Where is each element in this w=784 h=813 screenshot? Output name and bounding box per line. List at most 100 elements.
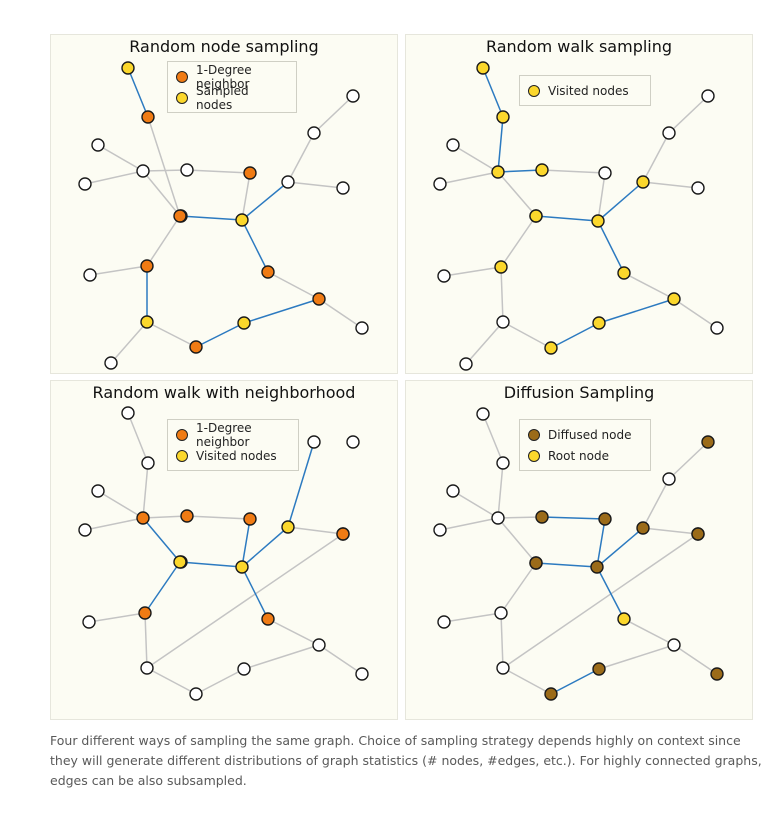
graph-edge [287,526,344,535]
sampled-edge [597,181,644,222]
neighbor-node [261,265,275,279]
sampled-edge [550,668,600,695]
graph-edge [267,618,320,646]
unsampled-node [141,456,155,470]
graph-edge [146,215,181,267]
graph-edge [465,321,504,365]
graph-edge [88,612,146,623]
legend-label: Diffused node [548,427,632,442]
diffused-node [598,512,612,526]
graph-edge [642,181,699,189]
sampled-node [529,209,543,223]
legend-swatch [176,428,188,441]
sampled-edge [597,220,625,274]
unsampled-node [180,163,194,177]
graph-edge [642,132,670,183]
legend-swatch [176,91,188,104]
unsampled-node [476,407,490,421]
nodes [78,406,369,701]
sampled-node [235,213,249,227]
graph-edge [541,169,606,174]
legend-swatch [528,449,540,462]
graph-edge [318,298,363,329]
sampled-node [237,316,251,330]
sampled-edge [144,561,181,614]
sampled-node [494,260,508,274]
unsampled-node [136,164,150,178]
sampled-node [544,341,558,355]
legend-swatch [528,428,540,441]
unsampled-node [189,687,203,701]
unsampled-node [459,357,473,371]
unsampled-node [237,662,251,676]
figure-caption: Four different ways of sampling the same… [50,733,762,788]
unsampled-node [691,181,705,195]
graph-edge [500,215,537,268]
graph-canvas [433,407,724,701]
neighbor-node [312,292,326,306]
graph-edge [89,265,148,276]
sampled-edge [596,566,625,620]
sampled-node [592,316,606,330]
legend-item: Visited nodes [528,80,642,101]
edges [84,412,363,695]
unsampled-node [91,484,105,498]
unsampled-node [667,638,681,652]
legend-item: 1-Degree neighbor [176,421,290,449]
graph-edge [110,321,148,364]
sampled-edge [598,298,675,324]
sampled-edge [535,215,599,222]
neighbor-node [180,509,194,523]
sampled-node [591,214,605,228]
diffused-node [592,662,606,676]
legend-label: Root node [548,448,609,463]
graph-edge [146,321,197,348]
legend-label: Visited nodes [196,448,277,463]
sampled-node [173,555,187,569]
sampled-node [491,165,505,179]
legend-swatch [176,449,188,462]
sampled-node [535,163,549,177]
sampled-edge [243,298,320,324]
edges [84,67,363,364]
sampled-node [617,266,631,280]
unsampled-node [83,268,97,282]
legend-item: Diffused node [528,424,642,445]
graph-edge [186,169,251,174]
neighbor-node [140,259,154,273]
unsampled-node [121,406,135,420]
panel-title: Random node sampling [129,37,319,56]
unsampled-node [78,523,92,537]
graph-edge [186,515,251,520]
panel-3: Random walk with neighborhood 1-Degree ne… [50,380,398,720]
sampled-node [617,612,631,626]
panel-title: Random walk sampling [485,37,673,56]
graph-edge [84,517,144,531]
neighbor-node [136,511,150,525]
legend-item: Root node [528,445,642,466]
unsampled-node [91,138,105,152]
graph-edge [142,515,188,519]
graph-edge [623,272,675,300]
legend-item: Visited nodes [176,445,290,466]
graph-edge [97,144,144,172]
legend: 1-Degree neighbor Visited nodes [167,419,299,471]
graph-edge [597,172,606,222]
graph-edge [598,644,675,670]
graph-edge [146,667,197,695]
unsampled-node [78,177,92,191]
sampled-node [476,61,490,75]
unsampled-node [346,435,360,449]
neighbor-node [189,340,203,354]
sampled-edge [287,441,315,528]
unsampled-node [446,138,460,152]
graph-edge [147,116,181,217]
sampled-edge [550,322,600,349]
graph-edge [142,462,149,519]
graph-edge [313,95,354,134]
sampled-edge [127,67,149,118]
sampled-edge [596,518,606,568]
diffused-node [590,560,604,574]
sampled-node [121,61,135,75]
graph-edge [84,170,144,185]
